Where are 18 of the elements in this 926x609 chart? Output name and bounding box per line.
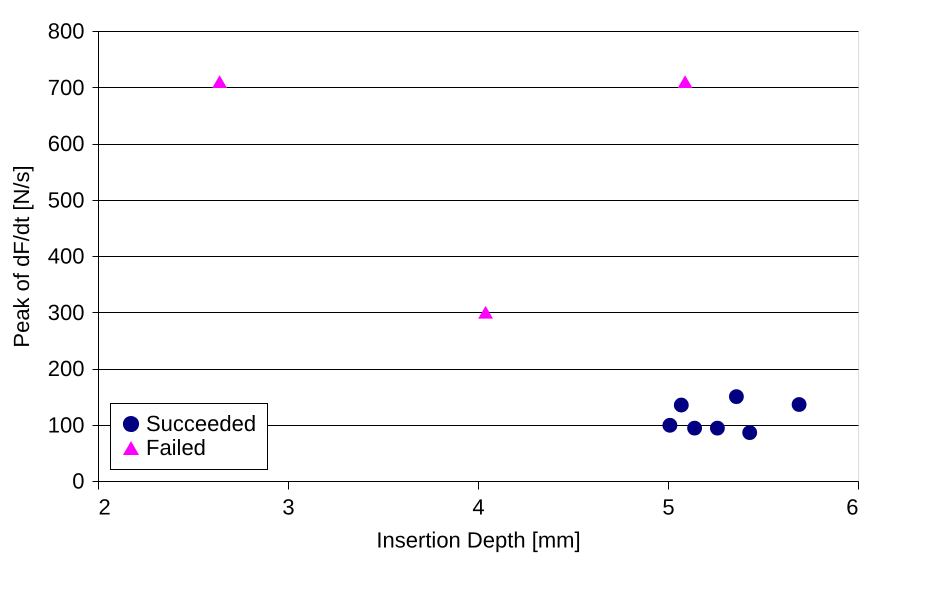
y-tick-label: 100 [48, 412, 84, 438]
x-tick-label: 6 [846, 494, 858, 520]
y-tick-label: 0 [72, 468, 84, 494]
y-tick-label: 700 [48, 74, 84, 100]
x-tick-label: 5 [662, 494, 675, 520]
y-tick-label: 800 [48, 18, 84, 44]
x-axis-title: Insertion Depth [mm] [376, 528, 581, 552]
y-tick-label: 300 [48, 300, 84, 325]
y-tick-label: 200 [48, 356, 84, 381]
y-tick-label: 500 [48, 187, 84, 212]
legend-label: Succeeded [146, 411, 256, 436]
y-tick-label: 400 [48, 244, 84, 268]
y-tick-label: 600 [48, 131, 84, 156]
y-axis-title: Peak of dF/dt [N/s] [8, 165, 34, 348]
x-tick-label: 2 [98, 494, 111, 520]
x-tick-label: 4 [472, 494, 485, 520]
x-tick-label: 3 [282, 494, 295, 520]
legend-label: Failed [146, 435, 206, 460]
